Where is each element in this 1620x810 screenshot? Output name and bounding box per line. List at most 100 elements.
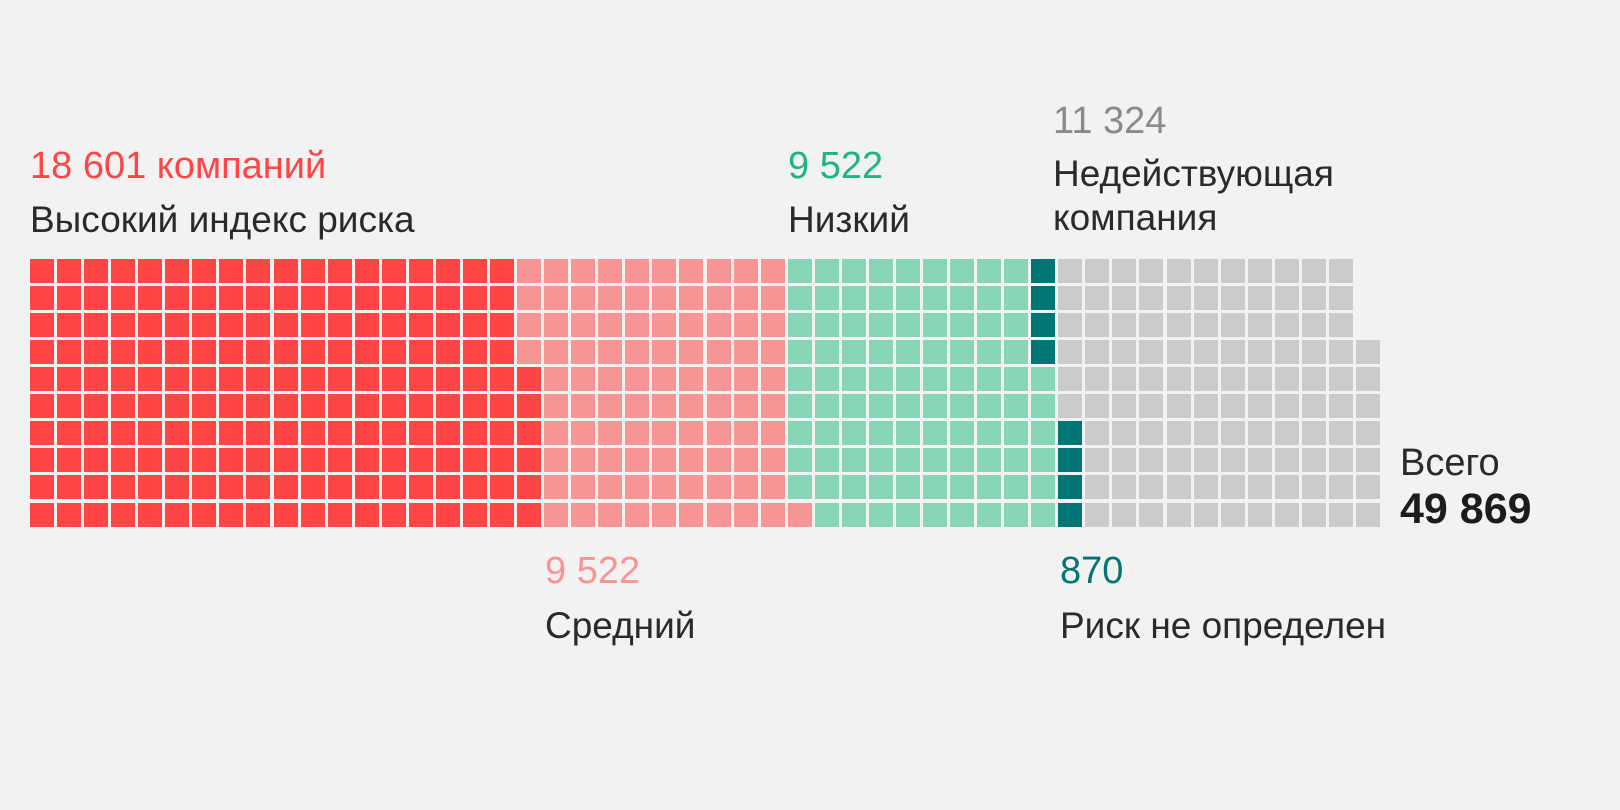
waffle-cell-low <box>977 421 1002 446</box>
waffle-cell-inactive <box>1085 313 1110 338</box>
low-risk-value: 9 522 <box>788 147 883 185</box>
waffle-cell-inactive <box>1220 394 1245 419</box>
waffle-cell-inactive <box>1112 367 1137 392</box>
waffle-cell-medium <box>625 286 650 311</box>
waffle-cell-medium <box>706 502 731 527</box>
waffle-cell-medium <box>733 340 758 365</box>
waffle-cell-low <box>895 367 920 392</box>
waffle-cell-medium <box>625 313 650 338</box>
waffle-cell-high <box>462 475 487 500</box>
waffle-cell-medium <box>733 421 758 446</box>
waffle-cell-low <box>841 340 866 365</box>
waffle-cell-high <box>138 259 163 283</box>
waffle-cell-inactive <box>1193 313 1218 338</box>
waffle-cell-low <box>977 340 1002 365</box>
waffle-cell-inactive <box>1220 313 1245 338</box>
waffle-cell-high <box>462 313 487 338</box>
waffle-cell-high <box>111 286 136 311</box>
waffle-cell-high <box>165 421 190 446</box>
waffle-cell-medium <box>760 286 785 311</box>
waffle-cell-high <box>246 448 271 473</box>
waffle-cell-high <box>381 421 406 446</box>
waffle-cell-medium <box>706 259 731 283</box>
waffle-cell-inactive <box>1058 259 1083 283</box>
undetermined-value-text: 870 <box>1060 550 1124 592</box>
waffle-cell-low <box>977 286 1002 311</box>
waffle-cell-high <box>490 286 515 311</box>
waffle-cell-inactive <box>1301 421 1326 446</box>
waffle-cell-inactive <box>1355 475 1380 500</box>
waffle-cell-high <box>354 313 379 338</box>
waffle-cell-low <box>950 475 975 500</box>
waffle-cell-low <box>977 313 1002 338</box>
waffle-cell-inactive <box>1166 340 1191 365</box>
waffle-cell-inactive <box>1085 259 1110 283</box>
waffle-cell-inactive <box>1247 367 1272 392</box>
waffle-cell-medium <box>544 340 569 365</box>
waffle-cell-medium <box>652 313 677 338</box>
waffle-cell-inactive <box>1220 286 1245 311</box>
waffle-cell-undetermined <box>1031 340 1056 365</box>
waffle-cell-high <box>273 394 298 419</box>
waffle-cell-high <box>192 421 217 446</box>
waffle-cell-low <box>895 448 920 473</box>
waffle-cell-high <box>84 259 109 283</box>
waffle-cell-high <box>490 421 515 446</box>
waffle-cell-high <box>246 475 271 500</box>
waffle-cell-low <box>814 259 839 283</box>
waffle-cell-high <box>435 286 460 311</box>
waffle-cell-low <box>814 502 839 527</box>
waffle-cell-inactive <box>1085 340 1110 365</box>
waffle-cell-inactive <box>1193 394 1218 419</box>
waffle-cell-medium <box>625 367 650 392</box>
waffle-cell-high <box>273 286 298 311</box>
waffle-cell-high <box>246 367 271 392</box>
waffle-cell-low <box>868 367 893 392</box>
undetermined-name: Риск не определен <box>1060 604 1386 648</box>
waffle-cell-inactive <box>1112 421 1137 446</box>
waffle-cell-medium <box>652 286 677 311</box>
waffle-cell-inactive <box>1112 475 1137 500</box>
waffle-cell-medium <box>544 394 569 419</box>
waffle-cell-medium <box>598 367 623 392</box>
waffle-cell-high <box>84 340 109 365</box>
waffle-cell-medium <box>625 394 650 419</box>
waffle-cell-high <box>111 259 136 283</box>
waffle-cell-inactive <box>1139 448 1164 473</box>
waffle-cell-low <box>868 259 893 283</box>
waffle-cell-medium <box>571 421 596 446</box>
undetermined-value: 870 <box>1060 552 1123 590</box>
waffle-cell-medium <box>760 502 785 527</box>
waffle-cell-inactive <box>1058 394 1083 419</box>
waffle-cell-low <box>950 421 975 446</box>
waffle-cell-low <box>895 286 920 311</box>
waffle-cell-medium <box>679 475 704 500</box>
waffle-cell-inactive <box>1274 313 1299 338</box>
waffle-cell-medium <box>679 394 704 419</box>
waffle-cell-inactive <box>1274 259 1299 283</box>
waffle-cell-high <box>192 502 217 527</box>
waffle-cell-undetermined <box>1058 502 1083 527</box>
waffle-cell-high <box>84 475 109 500</box>
waffle-cell-low <box>787 421 812 446</box>
waffle-cell-high <box>327 394 352 419</box>
waffle-cell-low <box>977 259 1002 283</box>
waffle-cell-inactive <box>1328 313 1353 338</box>
waffle-cell-low <box>895 340 920 365</box>
waffle-cell-low <box>841 421 866 446</box>
waffle-cell-medium <box>652 448 677 473</box>
waffle-cell-high <box>138 286 163 311</box>
inactive-name-line1: Недействующая <box>1053 153 1334 194</box>
waffle-cell-high <box>354 340 379 365</box>
waffle-cell-low <box>787 448 812 473</box>
waffle-cell-medium <box>598 502 623 527</box>
waffle-cell-low <box>868 502 893 527</box>
waffle-cell-high <box>327 367 352 392</box>
waffle-cell-high <box>30 475 54 500</box>
waffle-cell-high <box>165 286 190 311</box>
waffle-cell-low <box>950 367 975 392</box>
waffle-cell-undetermined <box>1031 286 1056 311</box>
waffle-cell-high <box>84 421 109 446</box>
waffle-cell-low <box>868 475 893 500</box>
waffle-cell-high <box>381 502 406 527</box>
